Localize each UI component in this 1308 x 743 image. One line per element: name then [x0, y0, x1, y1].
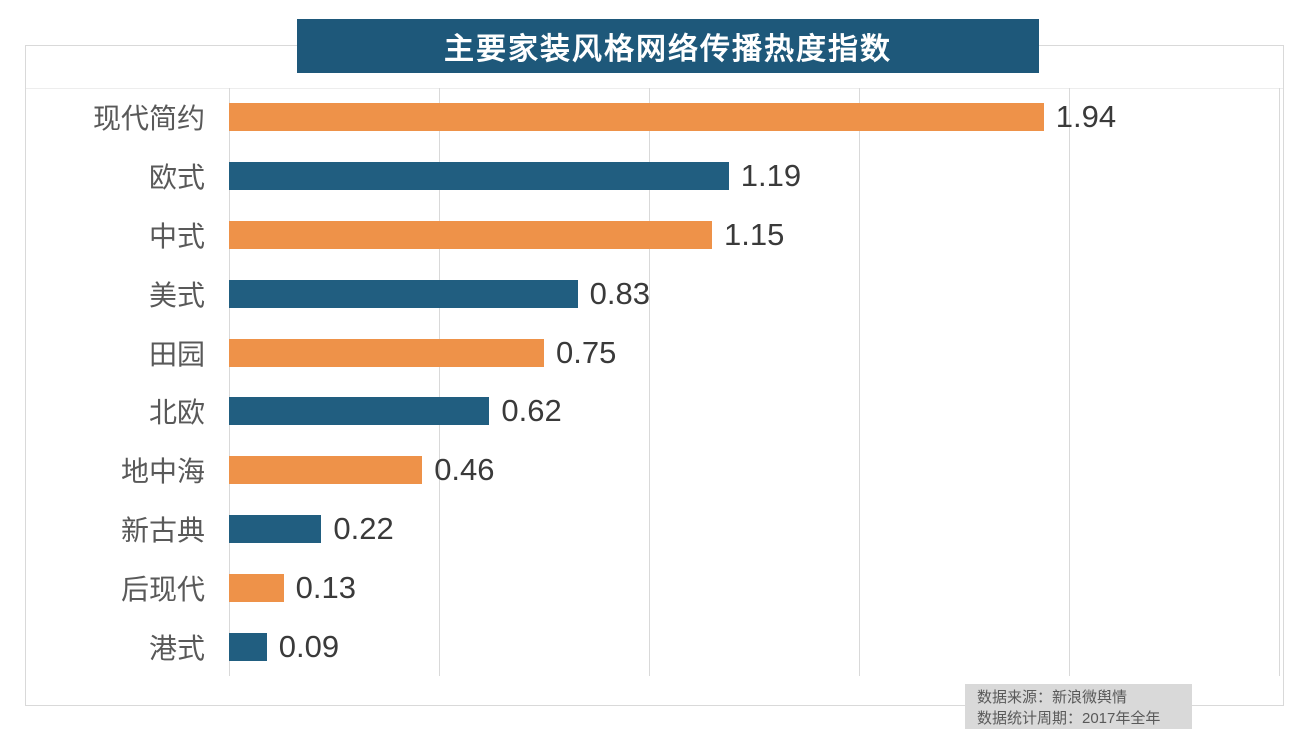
- gridline-2.5: [1279, 88, 1280, 676]
- bar-track: 0.46: [229, 452, 1279, 487]
- bar-row: 港式 0.09: [30, 617, 1298, 676]
- category-label: 田园: [148, 338, 205, 370]
- value-label: 1.94: [1055, 99, 1117, 135]
- bar-row: 新古典 0.22: [30, 500, 1298, 559]
- value-label: 0.09: [278, 628, 340, 664]
- gridline-0.5: [439, 88, 440, 676]
- bar: [229, 514, 322, 543]
- value-label: 0.62: [501, 393, 562, 429]
- category-label: 现代简约: [92, 103, 205, 135]
- bar: [229, 103, 1044, 132]
- bar-row: 中式 1.15: [30, 206, 1298, 265]
- bar: [229, 279, 578, 308]
- bar-row: 现代简约 1.94: [30, 88, 1298, 147]
- bar: [229, 338, 544, 367]
- category-label: 欧式: [148, 162, 205, 194]
- value-label: 0.13: [295, 569, 356, 605]
- gridline-1: [649, 88, 650, 676]
- gridlines-container: [229, 88, 1280, 676]
- source-note-line2: 数据统计周期：2017年全年: [977, 710, 1161, 727]
- bar-row: 美式 0.83: [30, 264, 1298, 323]
- bar-track: 1.19: [229, 158, 1279, 193]
- bar-track: 1.15: [229, 217, 1279, 252]
- bar: [229, 573, 284, 602]
- category-label: 美式: [148, 279, 205, 311]
- bar-track: 0.22: [229, 511, 1279, 546]
- bar-row: 田园 0.75: [30, 323, 1298, 382]
- value-label: 0.75: [556, 334, 617, 370]
- bar-row: 地中海 0.46: [30, 441, 1298, 500]
- category-label: 中式: [148, 220, 205, 252]
- bar-row: 北欧 0.62: [30, 382, 1298, 441]
- bar: [229, 162, 729, 191]
- bar: [229, 456, 423, 485]
- bar-track: 0.62: [229, 393, 1279, 428]
- chart-title: 主要家装风格网络传播热度指数: [297, 19, 1039, 73]
- bar-track: 0.83: [229, 276, 1279, 311]
- bar: [229, 397, 490, 426]
- bar: [229, 220, 712, 249]
- bar-track: 0.13: [229, 570, 1279, 605]
- category-label: 后现代: [120, 573, 205, 605]
- bar-row: 后现代 0.13: [30, 558, 1298, 617]
- gridline-2: [1069, 88, 1070, 676]
- bar-track: 0.09: [229, 629, 1279, 664]
- bar-track: 1.94: [229, 99, 1279, 134]
- bar-row: 欧式 1.19: [30, 147, 1298, 206]
- value-label: 1.19: [740, 158, 802, 194]
- bar: [229, 632, 267, 661]
- source-note: 数据来源：新浪微舆情 数据统计周期：2017年全年: [965, 684, 1192, 729]
- bar-track: 0.75: [229, 335, 1279, 370]
- value-label: 0.22: [333, 510, 394, 546]
- gridline-0: [229, 88, 230, 676]
- category-label: 港式: [148, 632, 205, 664]
- value-label: 0.83: [589, 275, 650, 311]
- value-label: 0.46: [434, 452, 495, 488]
- category-label: 地中海: [120, 456, 205, 488]
- plot-top-gridline: [26, 88, 1283, 89]
- category-label: 新古典: [120, 514, 205, 546]
- bar-rows-container: 现代简约 1.94 欧式 1.19 中式 1.15 美式 0.83 田园 0.75 北欧 0.62 地中…: [30, 88, 1298, 676]
- source-note-line1: 数据来源：新浪微舆情: [977, 689, 1128, 706]
- category-label: 北欧: [148, 397, 205, 429]
- gridline-1.5: [859, 88, 860, 676]
- value-label: 1.15: [724, 216, 785, 252]
